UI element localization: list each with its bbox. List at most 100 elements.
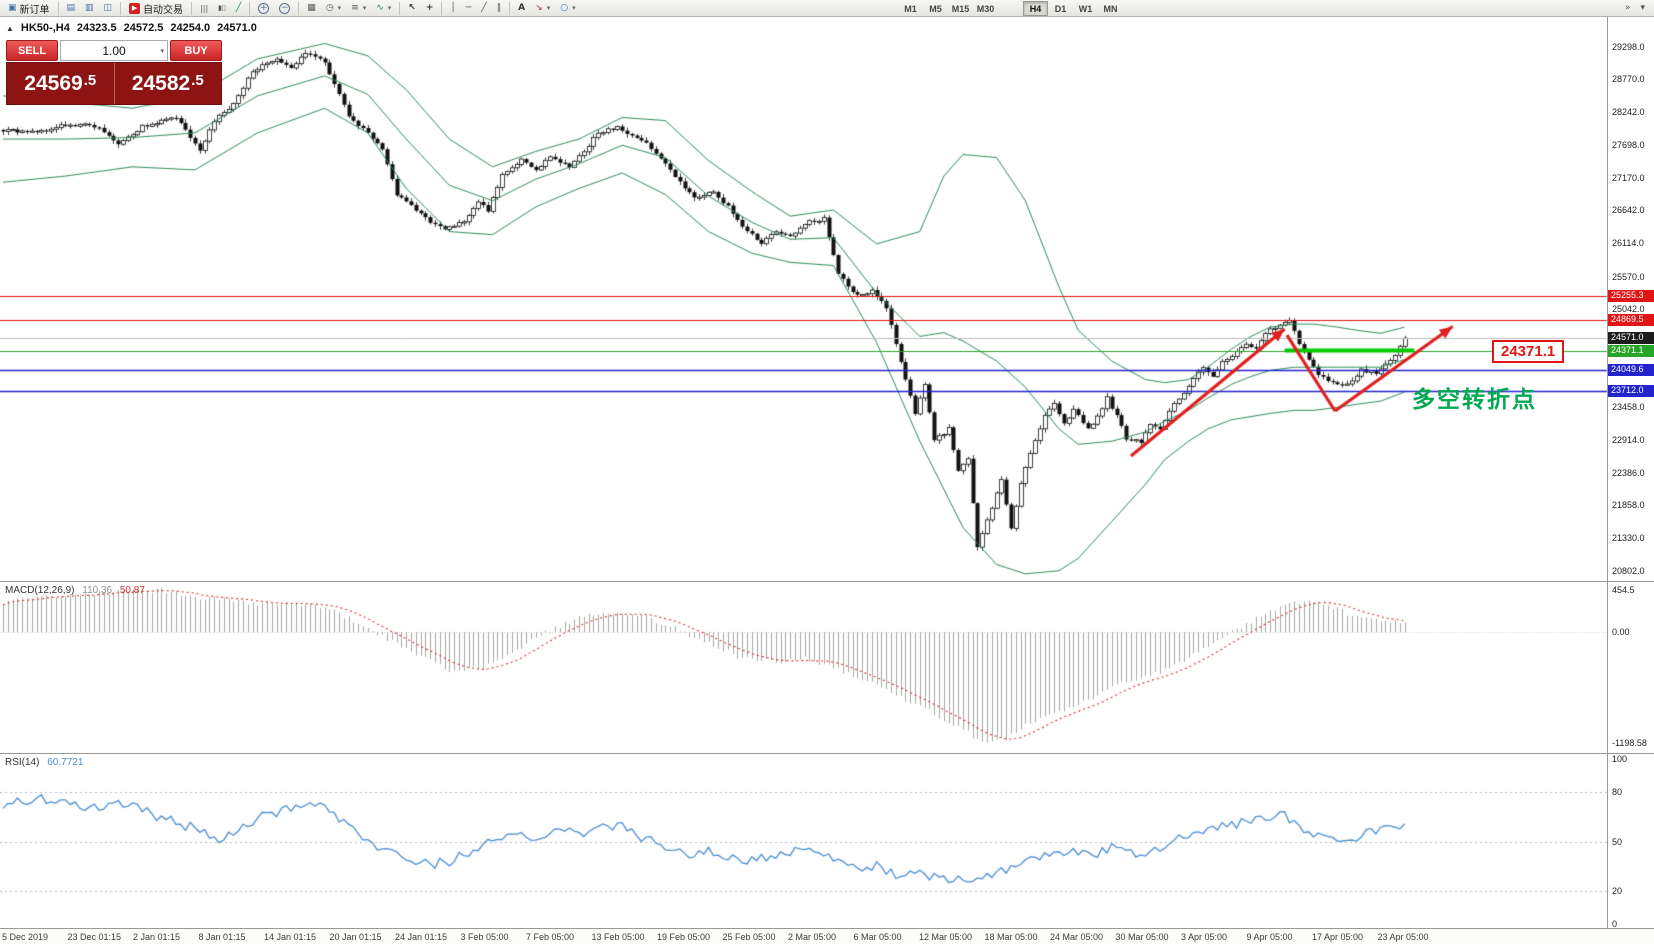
tab-timeframe-d1[interactable]: D1 — [1048, 1, 1073, 16]
macd-signal-value: 50.87 — [119, 585, 145, 596]
chevron-down-icon: ▾ — [387, 5, 392, 12]
navigator-button[interactable]: ◫ — [100, 1, 117, 16]
tab-timeframe-m15[interactable]: M15 — [948, 1, 973, 16]
market-watch-button[interactable]: ▤ — [63, 1, 80, 16]
time-axis[interactable]: 5 Dec 2019 23 Dec 01:15 2 Jan 01:15 8 Jan 0… — [0, 929, 1654, 944]
vertical-line-button[interactable]: │ — [446, 1, 459, 16]
price-tick: 28242.0 — [1612, 106, 1645, 117]
price-tick: 28770.0 — [1612, 74, 1645, 85]
buy-button[interactable]: BUY — [170, 40, 222, 61]
time-label: 6 Mar 05:00 — [853, 932, 902, 942]
grid-button[interactable]: ▦ — [303, 1, 320, 16]
macd-axis-tick: 454.5 — [1612, 585, 1635, 596]
price-tick: 21858.0 — [1612, 500, 1645, 511]
macd-axis-tick: -1198.58 — [1612, 738, 1647, 749]
data-window-button[interactable]: ▥ — [81, 1, 98, 16]
price-divider — [113, 63, 115, 104]
rsi-name: RSI(14) — [5, 757, 40, 768]
time-label: 25 Feb 05:00 — [722, 932, 776, 942]
chevron-down-icon: ▾ — [546, 5, 551, 12]
zoom-in-button[interactable]: + — [254, 1, 273, 16]
tab-timeframe-mn[interactable]: MN — [1098, 1, 1123, 16]
new-order-label: 新订单 — [19, 4, 50, 16]
toolbar-separator — [399, 1, 401, 15]
price-tag: 23712.0 — [1608, 385, 1654, 398]
bar-chart-icon: ||| — [200, 3, 209, 13]
arrows-tool-button[interactable]: ↘ ▾ — [531, 1, 554, 16]
rsi-axis-tick: 50 — [1612, 836, 1623, 847]
line-chart-icon: ╱ — [235, 2, 242, 13]
time-label: 8 Jan 01:15 — [198, 932, 246, 942]
candlestick-icon: ▮▯ — [218, 3, 226, 12]
chevron-down-icon: ▾ — [337, 5, 342, 12]
one-click-trading-panel: SELL 1.00 ▾ BUY 24569.5 24582.5 — [6, 40, 222, 105]
turning-point-note[interactable]: 多空转折点 — [1412, 387, 1537, 413]
toolbar: ▣ 新订单 ▤ ▥ ◫ ▶ 自动交易 ||| ▮▯ ╱ + − ▦ ◷ ▾ ≡ ▾ … — [0, 0, 1654, 17]
buy-price[interactable]: 24582.5 — [131, 71, 204, 95]
vertical-line-icon: │ — [450, 2, 456, 13]
price-tick: 22914.0 — [1612, 435, 1645, 446]
text-tool-button[interactable]: A — [514, 1, 529, 16]
toolbar-more-button[interactable]: » — [1621, 1, 1635, 16]
bar-chart-mode-button[interactable]: ||| — [196, 1, 212, 16]
volume-input[interactable]: 1.00 ▾ — [60, 40, 168, 61]
toolbar-separator — [441, 1, 443, 15]
channel-button[interactable]: ∥ — [493, 1, 506, 16]
tab-timeframe-m1[interactable]: M1 — [898, 1, 923, 16]
timeframe-group: M1 M5 M15 M30 H4 D1 W1 MN — [898, 0, 1123, 17]
trendline-button[interactable]: ╱ — [477, 1, 490, 16]
data-window-icon: ▥ — [85, 2, 94, 13]
macd-axis-tick: 0.00 — [1612, 627, 1630, 638]
text-icon: A — [518, 2, 526, 13]
chevron-down-icon: ▾ — [362, 5, 367, 12]
candlestick-mode-button[interactable]: ▮▯ — [214, 1, 230, 16]
tab-timeframe-m30[interactable]: M30 — [973, 1, 998, 16]
rsi-axis-tick: 0 — [1612, 919, 1618, 929]
periods-button[interactable]: ◷ ▾ — [322, 1, 345, 16]
autotrading-button[interactable]: ▶ 自动交易 — [125, 1, 187, 16]
price-tag: 24371.1 — [1608, 344, 1654, 357]
high-value: 24572.5 — [123, 22, 164, 34]
sell-price[interactable]: 24569.5 — [24, 71, 97, 95]
price-tag: 25255.3 — [1608, 289, 1654, 302]
tab-timeframe-m5[interactable]: M5 — [923, 1, 948, 16]
price-tick: 29298.0 — [1612, 41, 1645, 52]
indicators-button[interactable]: ∿ ▾ — [372, 1, 395, 16]
time-label: 23 Dec 01:15 — [67, 932, 122, 942]
tab-timeframe-w1[interactable]: W1 — [1073, 1, 1098, 16]
time-label: 13 Feb 05:00 — [591, 932, 645, 942]
price-tick: 25570.0 — [1612, 271, 1645, 282]
crosshair-button[interactable]: + — [422, 1, 438, 16]
line-chart-mode-button[interactable]: ╱ — [232, 1, 245, 16]
panel-separator[interactable] — [0, 581, 1654, 582]
horizontal-line-button[interactable]: ─ — [462, 1, 475, 16]
price-callout-label[interactable]: 24371.1 — [1492, 340, 1565, 363]
indicators-icon: ∿ — [376, 2, 384, 13]
price-tag: 24869.5 — [1608, 313, 1654, 326]
zoom-out-button[interactable]: − — [275, 1, 294, 16]
autotrading-icon: ▶ — [129, 2, 141, 14]
price-axis[interactable]: 29298.0 28770.0 28242.0 27698.0 27170.0 26642… — [1608, 0, 1654, 944]
price-tick: 26642.0 — [1612, 205, 1645, 216]
tab-timeframe-h4[interactable]: H4 — [1023, 1, 1048, 16]
tab-timeframe-h1[interactable] — [998, 1, 1023, 16]
periods-icon: ◷ — [325, 2, 334, 13]
toolbar-customize-button[interactable]: ▾ — [1636, 1, 1649, 16]
time-label: 7 Feb 05:00 — [526, 932, 575, 942]
price-tick: 21330.0 — [1612, 533, 1645, 544]
one-click-collapse-icon[interactable]: ▲ — [6, 23, 14, 33]
toolbar-right-group: » ▾ — [1620, 0, 1650, 17]
templates-button[interactable]: ≡ ▾ — [347, 1, 370, 16]
panel-separator[interactable] — [0, 928, 1654, 929]
volume-dropdown-icon[interactable]: ▾ — [160, 48, 164, 55]
price-tick: 27698.0 — [1612, 140, 1645, 151]
macd-label: MACD(12,26,9) 110.36 50.87 — [5, 585, 145, 596]
shapes-tool-button[interactable]: ○ ▾ — [556, 1, 579, 16]
panel-separator[interactable] — [0, 753, 1654, 754]
time-label: 24 Jan 01:15 — [395, 932, 448, 942]
cursor-button[interactable]: ↖ — [404, 1, 420, 16]
new-order-button[interactable]: ▣ 新订单 — [4, 1, 54, 16]
sell-button[interactable]: SELL — [6, 40, 58, 61]
crosshair-icon: + — [425, 2, 434, 13]
